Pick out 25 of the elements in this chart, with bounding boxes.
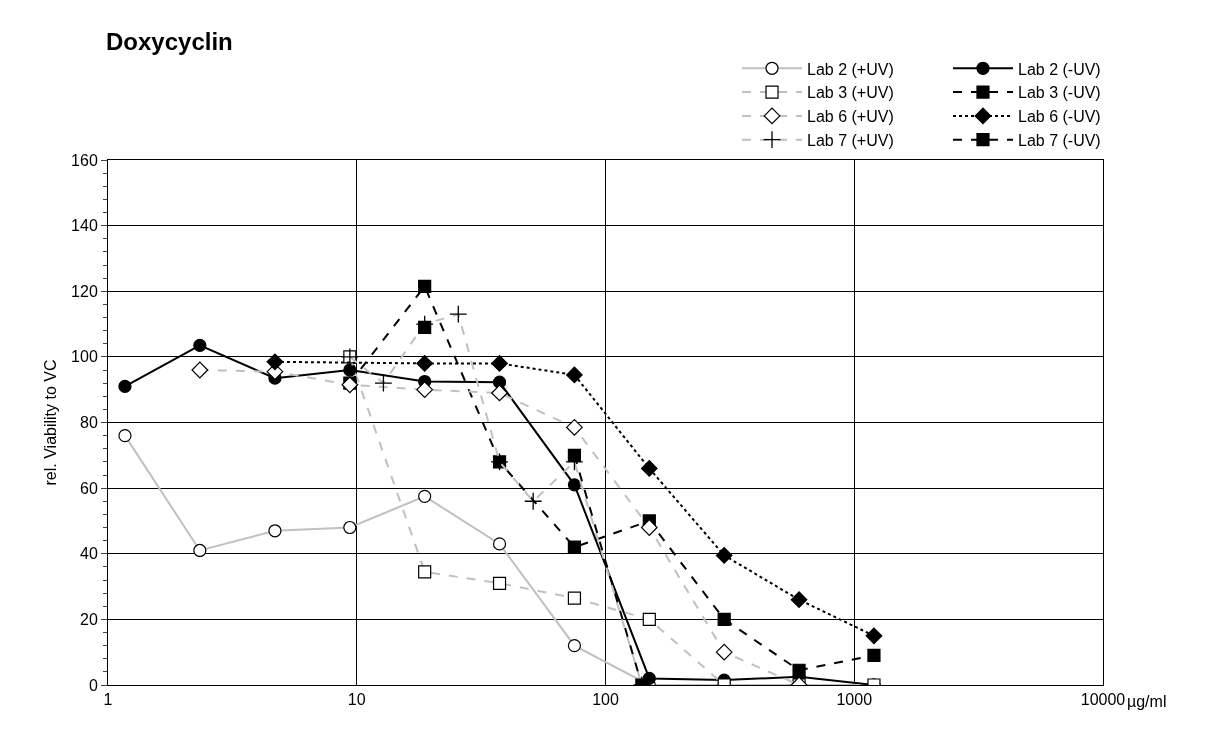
x-axis-title: µg/ml [1127, 693, 1167, 710]
y-tick-label: 100 [71, 348, 98, 366]
x-tick-label: 10000 [1080, 691, 1126, 709]
x-tick-label: 100 [592, 691, 619, 709]
legend-label: Lab 7 (-UV) [1017, 131, 1101, 149]
y-tick-label: 120 [71, 282, 98, 300]
y-tick-label: 160 [71, 151, 98, 169]
y-tick-label: 20 [80, 610, 98, 628]
y-tick-label: 40 [80, 545, 98, 563]
y-tick-label: 0 [88, 676, 98, 694]
legend-label: Lab 3 (-UV) [1017, 84, 1101, 102]
legend-label: Lab 3 (+UV) [807, 84, 894, 102]
y-axis-title: rel. Viability to VC [42, 359, 59, 486]
chart-title: Doxycyclin [106, 27, 233, 55]
legend-label: Lab 2 (+UV) [807, 60, 894, 78]
legend-label: Lab 6 (+UV) [807, 108, 894, 126]
legend-label: Lab 6 (-UV) [1017, 108, 1101, 126]
legend-label: Lab 7 (+UV) [807, 131, 894, 149]
y-tick-label: 140 [71, 217, 98, 235]
x-tick-label: 1000 [836, 691, 873, 709]
legend-label: Lab 2 (-UV) [1017, 60, 1101, 78]
y-tick-label: 80 [80, 414, 98, 432]
x-tick-label: 1 [103, 691, 113, 709]
x-tick-label: 10 [347, 691, 366, 709]
y-tick-label: 60 [80, 479, 98, 497]
